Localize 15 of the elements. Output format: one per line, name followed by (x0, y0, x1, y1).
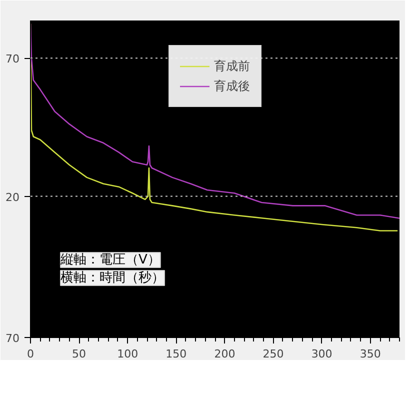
x-tick-label: 350 (360, 348, 381, 360)
text: 70 (6, 332, 20, 345)
text: 20 (6, 190, 20, 204)
annotation: 横軸：時間（秒） (60, 270, 164, 286)
x-tick-label: 50 (72, 348, 86, 360)
x-tick-label: 150 (166, 348, 187, 360)
x-tick-label: 100 (117, 348, 138, 360)
legend-label: 育成前 (214, 58, 250, 74)
text: 70 (6, 52, 20, 66)
x-tick-label: 0 (27, 348, 34, 360)
x-tick-label: 300 (311, 348, 332, 360)
legend-label: 育成後 (214, 78, 250, 94)
annotation: 縦軸：電圧（V） (60, 252, 160, 268)
x-tick-label: 200 (214, 348, 236, 360)
x-tick-label: 250 (262, 348, 284, 360)
